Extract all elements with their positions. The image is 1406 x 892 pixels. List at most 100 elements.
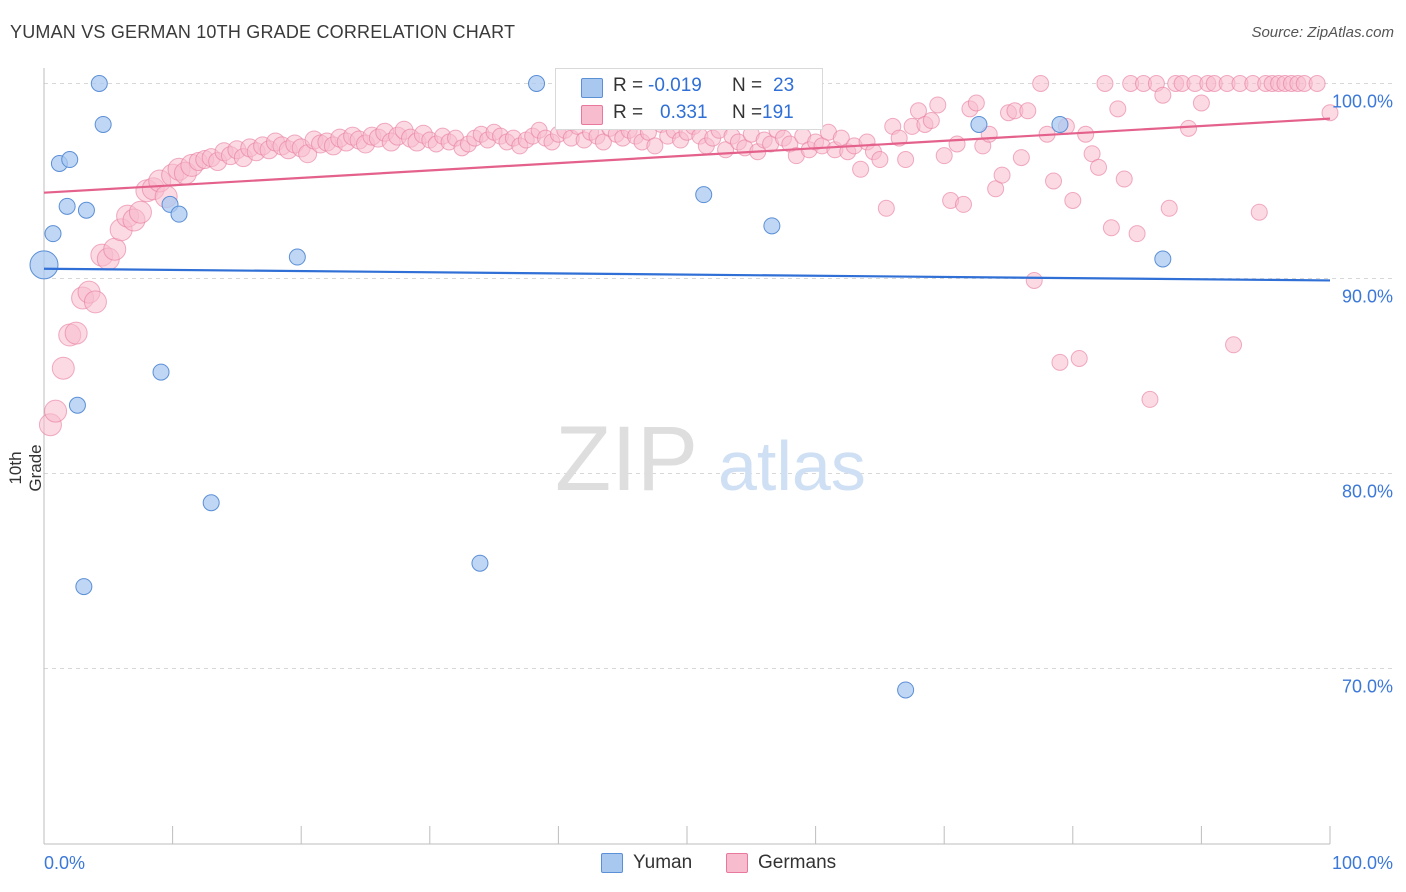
germans-point (1045, 172, 1063, 190)
germans-point (929, 96, 947, 114)
x-tick-label: 0.0% (44, 853, 85, 873)
yuman-point (75, 578, 93, 596)
bottom-legend-germans: Germans (758, 852, 837, 873)
legend-r-value: -0.019 (648, 75, 702, 96)
germans-point (1090, 158, 1108, 176)
yuman-point (695, 186, 713, 204)
yuman-point (202, 494, 220, 512)
germans-point (1051, 353, 1069, 371)
germans-point (1141, 390, 1159, 408)
germans-point (954, 195, 972, 213)
germans-point (1083, 145, 1101, 163)
germans-point (594, 133, 612, 151)
germans-point (1096, 75, 1114, 92)
yuman-point (1154, 250, 1172, 268)
yuman-point (77, 201, 95, 219)
germans-point (1070, 349, 1088, 367)
germans-point (1308, 75, 1326, 92)
germans-point (1019, 102, 1037, 120)
legend-r-label: R = (613, 75, 644, 96)
germans-point (1192, 94, 1210, 112)
bottom-legend-yuman-swatch (601, 853, 623, 873)
germans-point (1102, 219, 1120, 237)
y-tick-label: 90.0% (1342, 287, 1393, 307)
yuman-point (44, 225, 62, 243)
x-tick-label: 100.0% (1332, 853, 1393, 873)
germans-point (1012, 149, 1030, 167)
germans-point (935, 147, 953, 165)
germans-point (1025, 271, 1043, 289)
germans-trend-line (43, 117, 1331, 194)
germans-point (967, 94, 985, 112)
yuman-point (170, 205, 188, 223)
yuman-points (29, 75, 1172, 699)
watermark: ZIP atlas (555, 408, 866, 510)
yuman-trend-line (43, 267, 1331, 282)
grid-lines (44, 83, 1392, 669)
germans-point (852, 160, 870, 178)
germans-point (83, 290, 107, 314)
yuman-point (970, 115, 988, 133)
germans-point (1115, 170, 1133, 188)
yuman-point (471, 554, 489, 572)
germans-point (1077, 125, 1095, 143)
trend-lines (43, 117, 1331, 282)
legend-n-label: N = (732, 75, 763, 96)
germans-swatch (581, 105, 603, 125)
yuman-point (90, 75, 108, 92)
legend-r-value: 0.331 (660, 102, 708, 123)
germans-point (987, 180, 1005, 198)
legend-row-germans: R = 0.331 N = 191 (556, 102, 822, 128)
germans-point (877, 199, 895, 217)
germans-point (103, 237, 127, 261)
germans-point (1225, 336, 1243, 354)
germans-point (64, 321, 88, 345)
watermark-zip: ZIP (555, 408, 698, 510)
axes (43, 68, 1331, 845)
germans-point (1064, 192, 1082, 209)
germans-points (38, 75, 1339, 437)
yuman-point (152, 363, 170, 381)
germans-point (1180, 119, 1198, 137)
bottom-legend-yuman: Yuman (633, 852, 693, 873)
germans-point (1160, 199, 1178, 217)
tick-labels: 70.0% 80.0% 90.0% 100.0% 0.0% 100.0% (44, 92, 1393, 874)
germans-point (993, 166, 1011, 184)
germans-point (646, 137, 664, 155)
yuman-point (897, 681, 915, 699)
germans-point (51, 356, 75, 380)
y-axis-label: 10th Grade (6, 444, 45, 492)
yuman-point (29, 250, 59, 280)
legend-n-value: 191 (762, 102, 794, 123)
yuman-point (1051, 115, 1069, 133)
germans-point (1250, 203, 1268, 221)
germans-point (922, 112, 940, 130)
germans-point (128, 200, 152, 224)
watermark-atlas: atlas (718, 427, 866, 505)
germans-point (1032, 75, 1050, 92)
yuman-point (61, 151, 79, 169)
chart-title: YUMAN VS GERMAN 10TH GRADE CORRELATION C… (10, 22, 516, 42)
source-credit: Source: ZipAtlas.com (1251, 24, 1394, 41)
bottom-legend-germans-swatch (726, 853, 748, 873)
legend-row-yuman: R = -0.019 N = 23 (556, 75, 822, 101)
germans-point (871, 151, 889, 169)
y-tick-label: 70.0% (1342, 677, 1393, 697)
germans-point (1154, 86, 1172, 104)
germans-point (44, 399, 68, 423)
yuman-point (94, 115, 112, 133)
germans-point (1109, 100, 1127, 118)
germans-point (897, 151, 915, 169)
germans-point (1321, 104, 1339, 122)
yuman-point (58, 197, 76, 215)
y-tick-label: 100.0% (1332, 92, 1393, 112)
yuman-point (763, 217, 781, 235)
germans-point (909, 102, 927, 120)
yuman-point (68, 396, 86, 414)
germans-point (1128, 225, 1146, 243)
yuman-point (528, 75, 546, 92)
legend-n-value: 23 (773, 75, 795, 96)
legend-r-label: R = (613, 102, 644, 123)
yuman-point (288, 248, 306, 266)
